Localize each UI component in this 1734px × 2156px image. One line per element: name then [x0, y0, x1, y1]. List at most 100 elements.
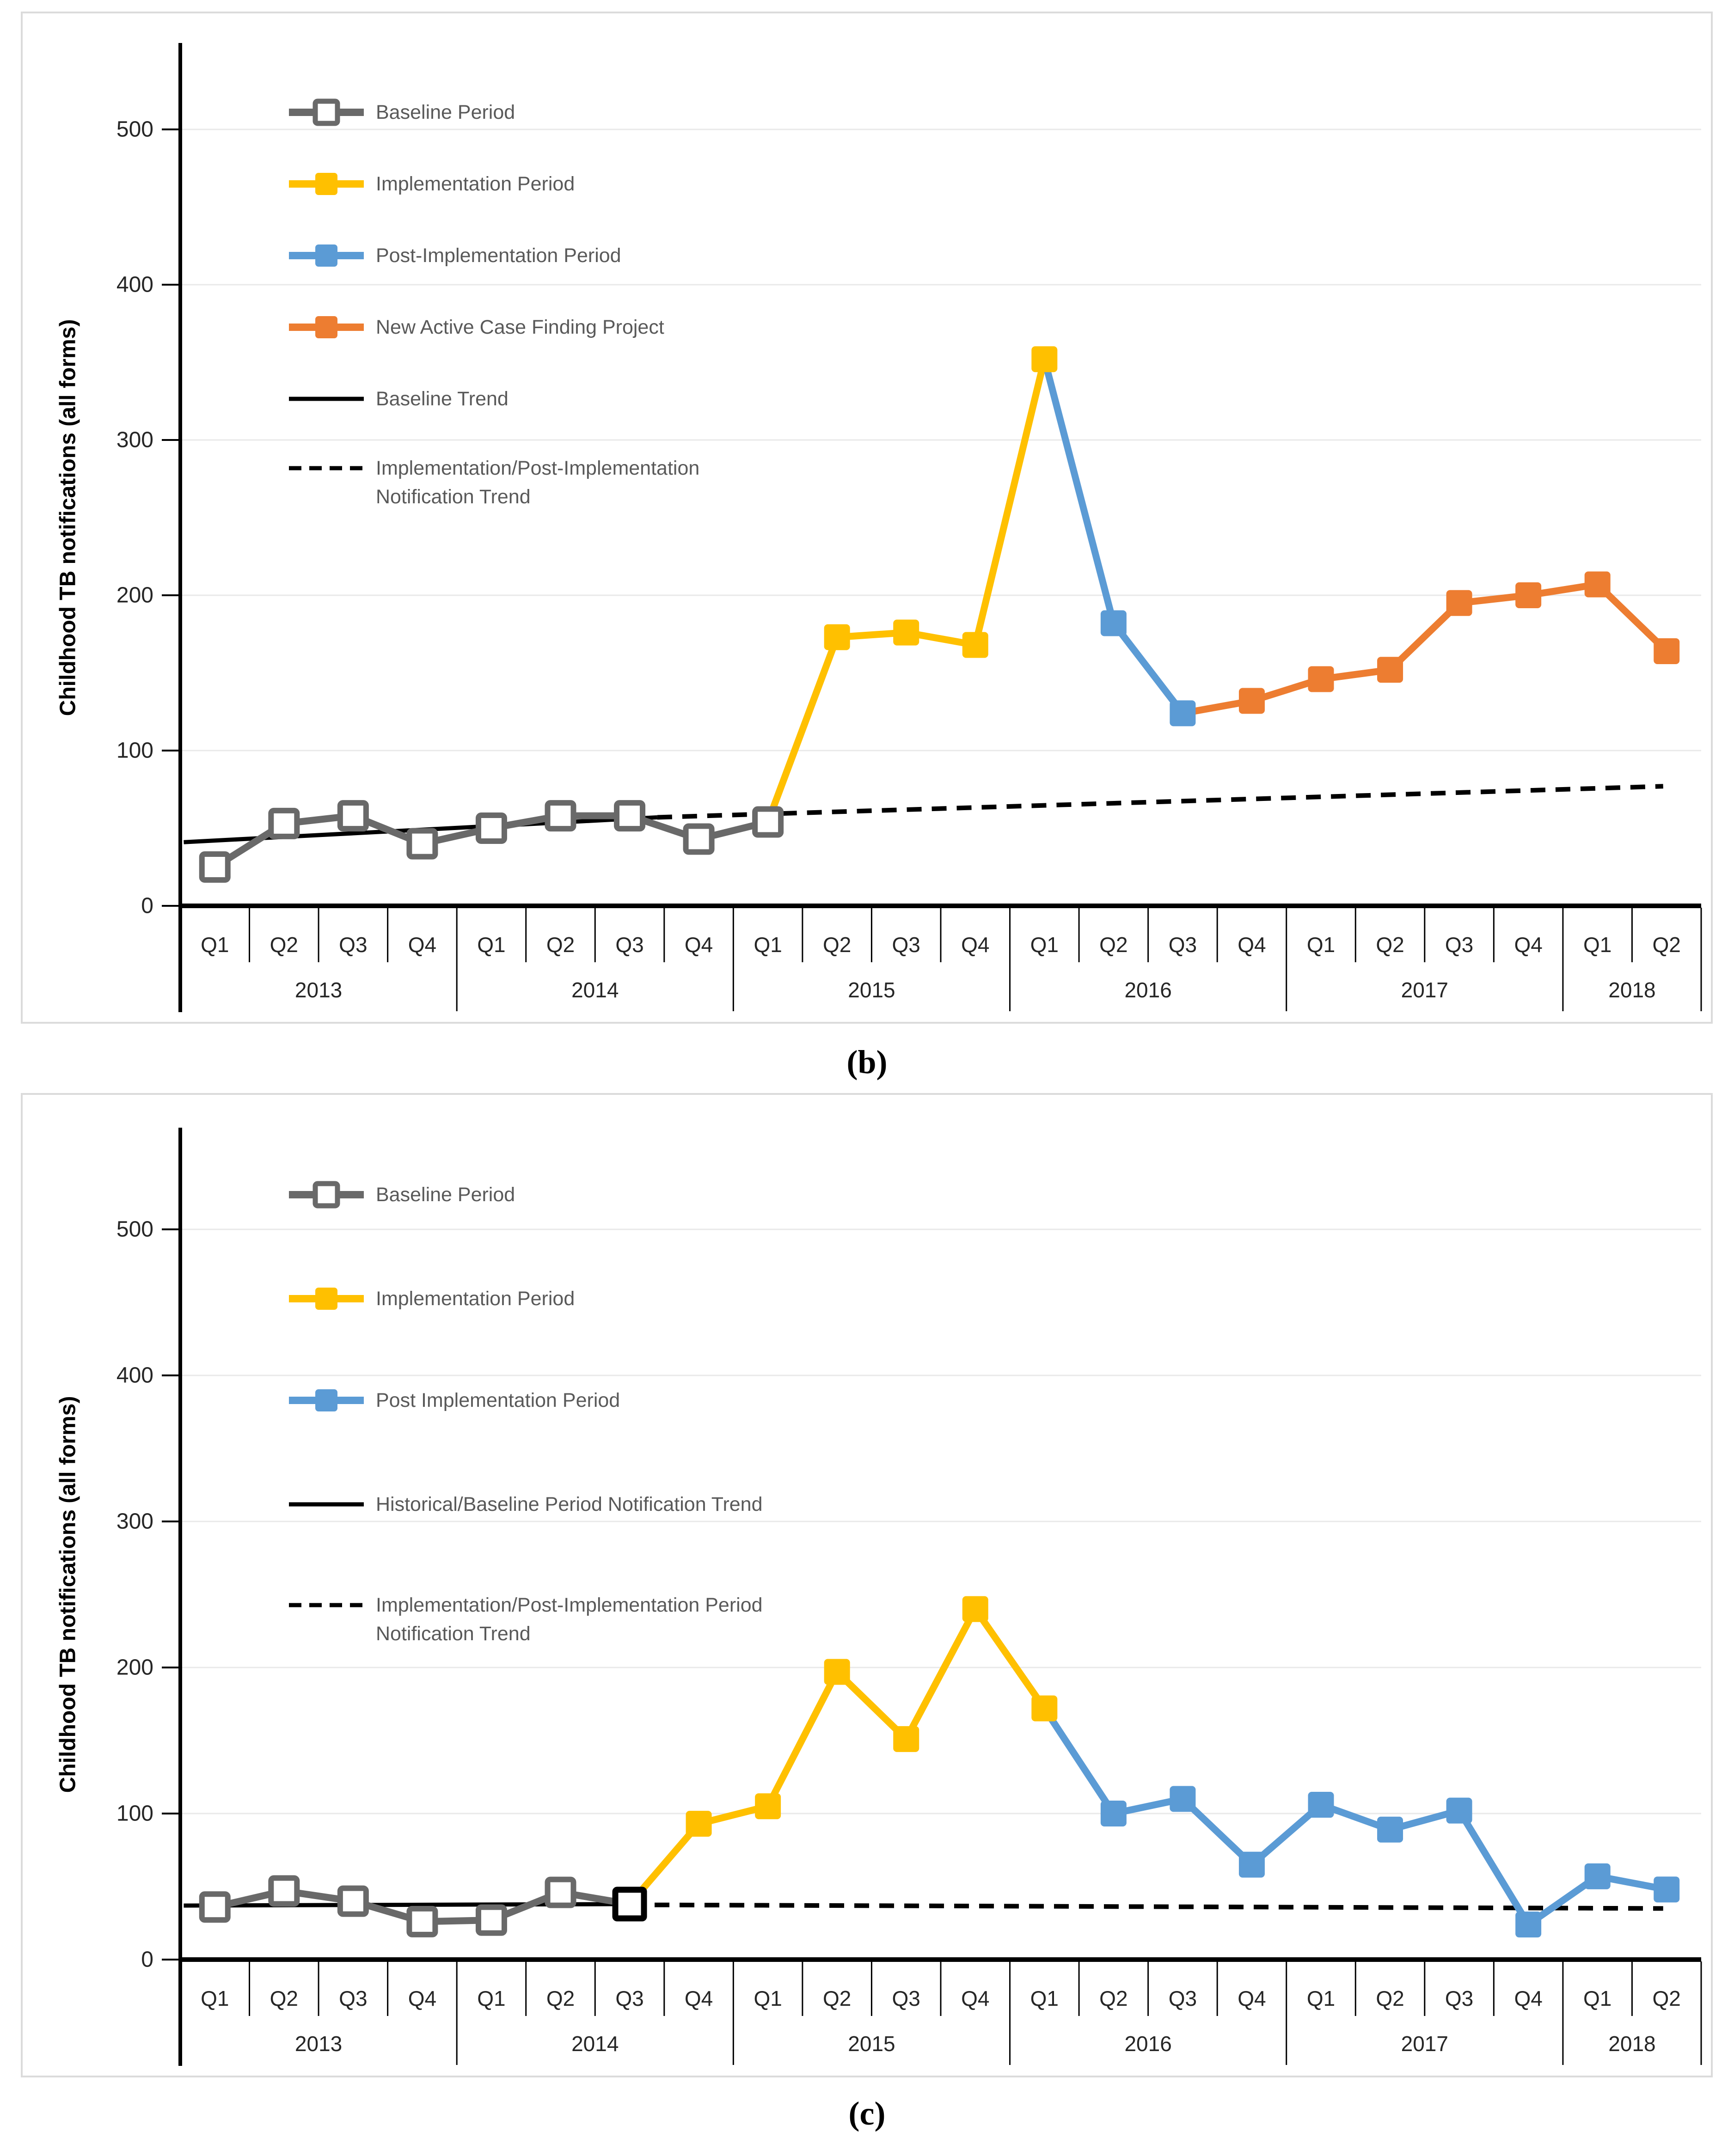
data-point-marker: [199, 851, 231, 883]
data-point-marker: [475, 1904, 507, 1936]
quarter-label: Q4: [961, 933, 989, 957]
legend-item-post-implementation-period: Post Implementation Period: [289, 1389, 620, 1411]
quarter-label: Q4: [685, 1986, 713, 2010]
legend-item-baseline-period: Baseline Period: [289, 1181, 515, 1209]
quarter-label: Q3: [1169, 1986, 1197, 2010]
quarter-label: Q2: [823, 933, 851, 957]
panel-label-c: (c): [848, 2095, 886, 2132]
quarter-label: Q2: [270, 933, 298, 957]
y-tick-label: 0: [141, 894, 153, 918]
data-point-marker: [962, 1596, 988, 1622]
data-point-marker: [683, 823, 715, 855]
quarter-label: Q1: [1030, 1986, 1059, 2010]
legend-label: Baseline Trend: [376, 388, 509, 410]
legend-swatch-marker: [315, 1389, 337, 1411]
quarter-label: Q3: [892, 933, 920, 957]
quarter-label: Q3: [615, 1986, 643, 2010]
panel-label-b: (b): [846, 1044, 888, 1081]
data-point-marker: [268, 1875, 300, 1907]
data-point-marker: [893, 1726, 919, 1752]
quarter-label: Q4: [1238, 933, 1266, 957]
data-point-marker: [337, 800, 369, 832]
legend-swatch-marker: [312, 98, 340, 126]
data-point-marker: [337, 1885, 369, 1917]
y-tick-label: 200: [116, 583, 153, 608]
quarter-label: Q1: [1583, 933, 1611, 957]
data-point-marker: [268, 807, 300, 839]
data-point-marker: [1515, 582, 1542, 608]
quarter-label: Q2: [1099, 933, 1127, 957]
legend-label: Baseline Period: [376, 1184, 515, 1206]
data-point-marker: [1584, 571, 1611, 598]
quarter-label: Q1: [1583, 1986, 1611, 2010]
legend: Baseline Period Implementation Period Post…: [289, 98, 699, 508]
quarter-label: Q4: [1514, 1986, 1542, 2010]
quarter-label: Q1: [1030, 933, 1059, 957]
year-label: 2016: [1124, 978, 1171, 1002]
quarter-label: Q2: [823, 1986, 851, 2010]
legend-label: Implementation Period: [376, 173, 575, 195]
quarter-label: Q1: [754, 1986, 782, 2010]
year-label: 2018: [1608, 978, 1655, 1002]
year-label: 2017: [1401, 978, 1448, 1002]
data-point-marker: [614, 800, 646, 832]
data-point-marker: [1584, 1863, 1611, 1889]
data-point-marker: [1377, 1816, 1403, 1843]
data-point-marker: [1031, 1695, 1058, 1722]
quarter-label: Q1: [477, 933, 505, 957]
quarter-label: Q4: [408, 1986, 436, 2010]
legend-item-implementation-period: Implementation Period: [289, 1288, 575, 1310]
year-label: 2013: [295, 978, 342, 1002]
x-axis-table: Q1 Q2 Q3 Q4 Q1 Q2 Q3 Q4 Q1 Q2 Q3 Q4 Q1 Q2 Q3 Q4 Q1 Q2 Q3 Q4…: [201, 1961, 1702, 2065]
legend-item-new-active-case-finding-project: New Active Case Finding Project: [289, 316, 664, 338]
data-point-marker: [1515, 1912, 1542, 1938]
y-tick-label: 300: [116, 428, 153, 452]
legend-label: Notification Trend: [376, 1623, 531, 1645]
chart-panel-b: 0 100 200 300 400 500 Q1 Q2 Q3 Q4 Q1 Q2 Q3 Q4 Q1 Q2 Q3 Q4…: [21, 12, 1713, 1024]
legend-item-post-implementation-period: Post-Implementation Period: [289, 244, 621, 267]
year-label: 2014: [571, 2032, 619, 2056]
data-point-marker: [962, 632, 988, 658]
data-point-marker: [1308, 666, 1334, 692]
quarter-label: Q2: [270, 1986, 298, 2010]
quarter-label: Q2: [1653, 933, 1681, 957]
data-point-marker: [1654, 1876, 1680, 1903]
data-point-marker: [199, 1891, 231, 1923]
y-tick-label: 0: [141, 1948, 153, 1972]
quarter-label: Q2: [546, 933, 575, 957]
y-axis-title: Childhood TB notifications (all forms): [56, 1396, 80, 1793]
trend-line-implementation-post-implementation-period-notification-trend: [630, 1902, 1663, 1911]
quarter-label: Q4: [685, 933, 713, 957]
quarter-label: Q3: [1445, 1986, 1473, 2010]
y-tick-label: 200: [116, 1655, 153, 1680]
quarter-label: Q1: [754, 933, 782, 957]
data-point-marker: [755, 1793, 781, 1820]
y-axis-title: Childhood TB notifications (all forms): [56, 319, 80, 716]
data-point-marker: [1170, 1786, 1196, 1812]
legend-item-baseline-trend: Baseline Trend: [289, 388, 509, 410]
quarter-label: Q3: [1169, 933, 1197, 957]
axes: 0 100 200 300 400 500: [116, 1128, 1701, 2066]
year-label: 2017: [1401, 2032, 1448, 2056]
quarter-label: Q3: [1445, 933, 1473, 957]
junction-marker: [612, 1887, 647, 1922]
y-tick-label: 400: [116, 273, 153, 297]
legend-label: Historical/Baseline Period Notification …: [376, 1493, 763, 1515]
y-tick-label: 500: [116, 1217, 153, 1242]
data-point-marker: [824, 1659, 850, 1685]
data-point-marker: [1100, 610, 1127, 636]
legend-swatch-marker: [315, 1288, 337, 1310]
quarter-label: Q4: [408, 933, 436, 957]
data-point-marker: [1238, 688, 1265, 714]
legend-label: Implementation Period: [376, 1288, 575, 1310]
data-point-marker: [686, 1811, 712, 1837]
quarter-label: Q3: [615, 933, 643, 957]
year-label: 2013: [295, 2032, 342, 2056]
legend-swatch-marker: [315, 244, 337, 267]
quarter-label: Q2: [1099, 1986, 1127, 2010]
quarter-label: Q4: [961, 1986, 989, 2010]
legend: Baseline Period Implementation Period Post…: [289, 1181, 763, 1645]
data-point-marker: [406, 828, 438, 860]
legend-label: Implementation/Post-Implementation Perio…: [376, 1594, 763, 1616]
